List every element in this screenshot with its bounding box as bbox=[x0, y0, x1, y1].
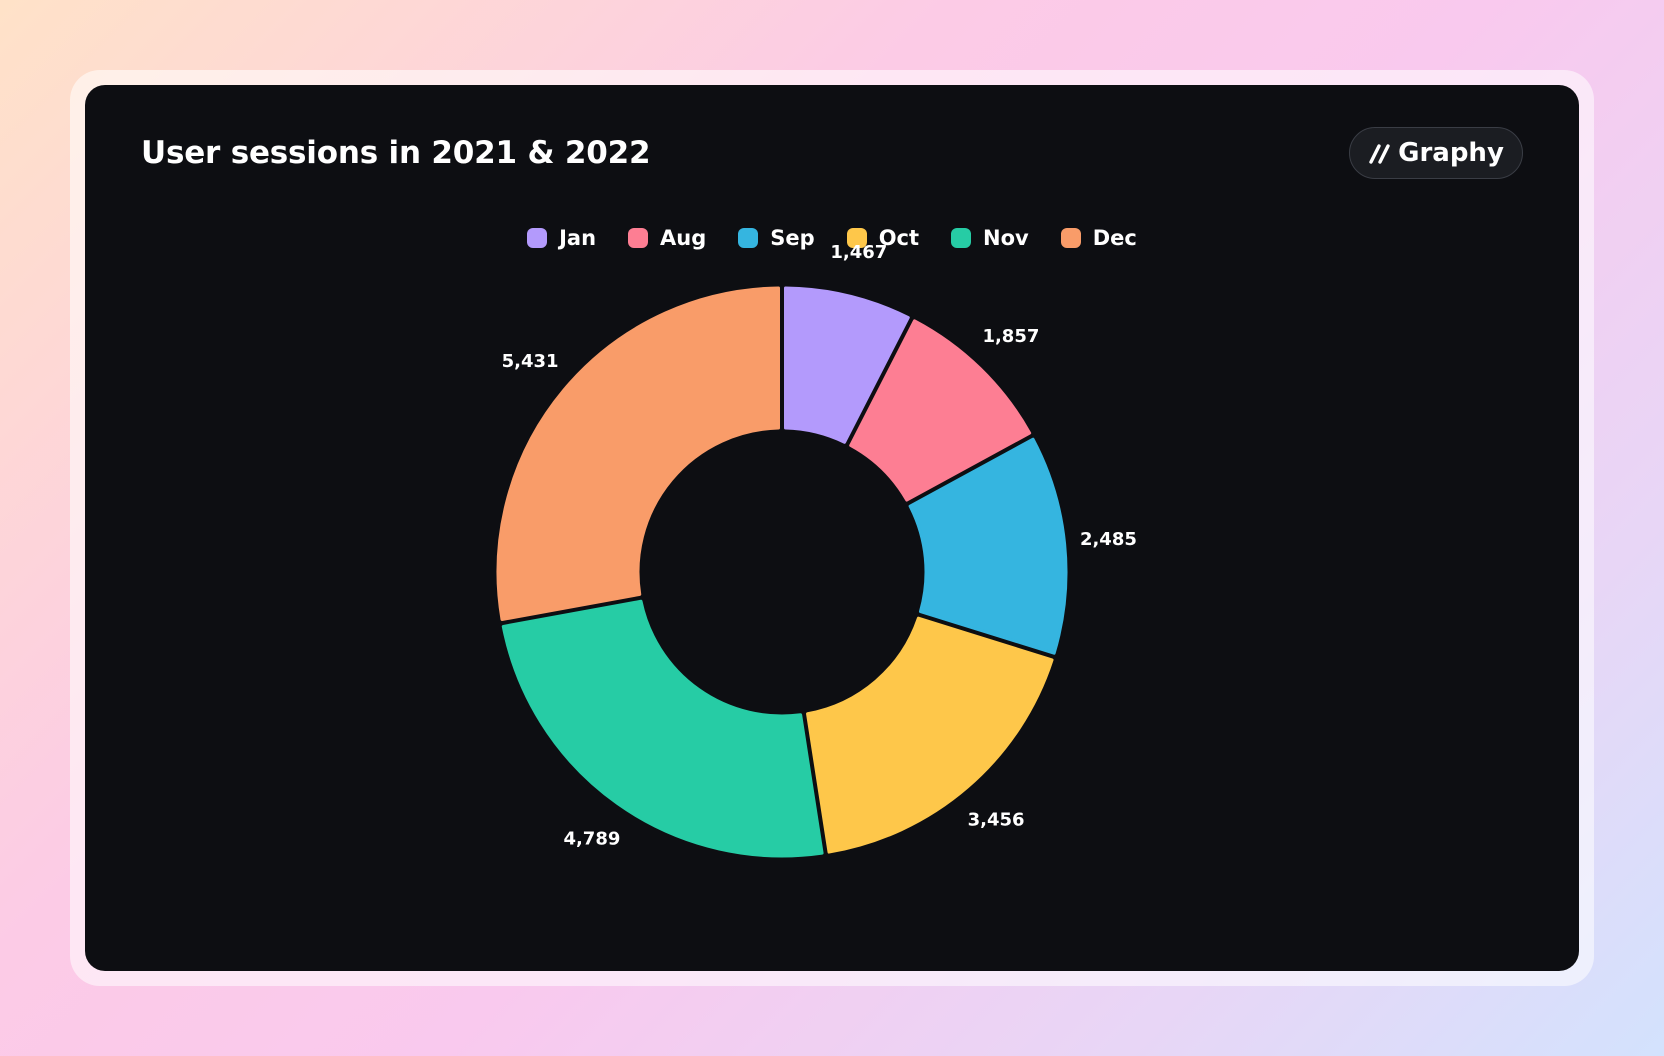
slice-nov[interactable] bbox=[501, 599, 824, 858]
legend-label: Sep bbox=[770, 226, 815, 250]
graphy-brand-badge[interactable]: Graphy bbox=[1349, 127, 1523, 179]
slice-oct[interactable] bbox=[806, 616, 1054, 854]
data-label-sep: 2,485 bbox=[1080, 529, 1137, 550]
legend-label: Aug bbox=[660, 226, 707, 250]
legend-label: Jan bbox=[559, 226, 597, 250]
legend-item-jan[interactable]: Jan bbox=[527, 226, 596, 250]
legend-swatch bbox=[738, 228, 759, 248]
legend-item-dec[interactable]: Dec bbox=[1060, 226, 1137, 250]
graphy-slashes-icon bbox=[1368, 141, 1392, 165]
legend-label: Dec bbox=[1092, 226, 1137, 250]
legend-item-oct[interactable]: Oct bbox=[846, 226, 920, 250]
slice-jan[interactable] bbox=[784, 286, 910, 444]
chart-legend: Jan Aug Sep Oct Nov Dec bbox=[85, 226, 1579, 250]
slice-dec[interactable] bbox=[496, 286, 780, 622]
data-label-nov: 4,789 bbox=[563, 828, 620, 849]
legend-swatch bbox=[846, 228, 867, 248]
slice-sep[interactable] bbox=[908, 437, 1068, 655]
page-title: User sessions in 2021 & 2022 bbox=[141, 135, 651, 171]
legend-item-nov[interactable]: Nov bbox=[951, 226, 1029, 250]
donut-chart: 1,467 1,857 2,485 3,456 4,789 5,431 bbox=[496, 242, 1137, 858]
data-label-jan: 1,467 bbox=[830, 242, 887, 263]
legend-swatch bbox=[1060, 228, 1081, 248]
data-label-aug: 1,857 bbox=[982, 326, 1039, 347]
legend-swatch bbox=[628, 228, 649, 248]
data-label-dec: 5,431 bbox=[502, 351, 559, 372]
legend-label: Nov bbox=[983, 226, 1029, 250]
data-label-oct: 3,456 bbox=[968, 809, 1025, 830]
legend-item-aug[interactable]: Aug bbox=[628, 226, 706, 250]
legend-swatch bbox=[527, 228, 548, 248]
legend-item-sep[interactable]: Sep bbox=[738, 226, 815, 250]
legend-label: Oct bbox=[878, 226, 920, 250]
chart-card: User sessions in 2021 & 2022 Graphy Jan A… bbox=[85, 85, 1579, 971]
legend-swatch bbox=[951, 228, 972, 248]
slice-aug[interactable] bbox=[849, 319, 1032, 502]
brand-name: Graphy bbox=[1398, 138, 1504, 168]
